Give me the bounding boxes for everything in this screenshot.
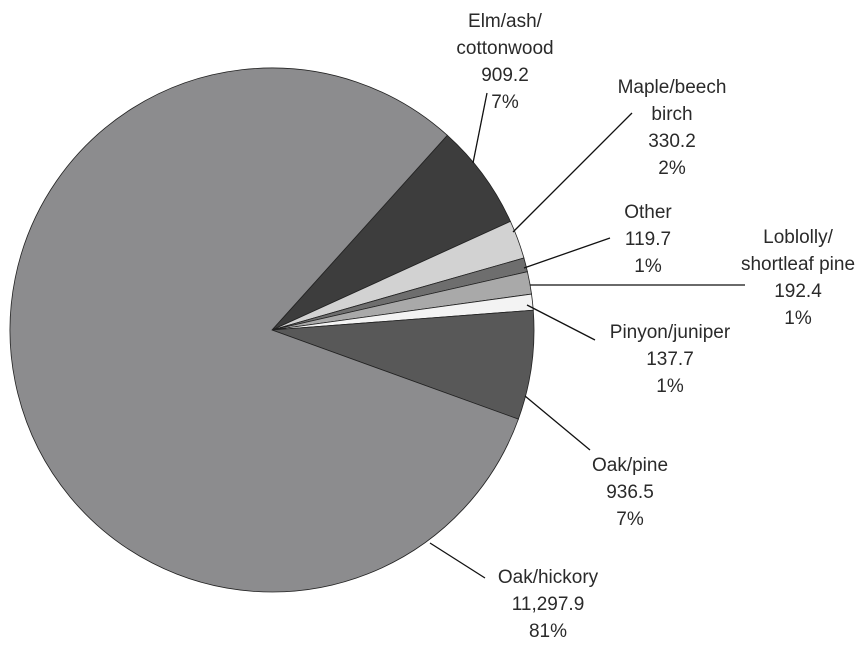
leader-line: [429, 542, 486, 579]
slice-label: Maple/beech birch: [618, 77, 727, 125]
value-label: 192.4: [774, 281, 822, 302]
label-line: Maple/beech: [618, 77, 727, 98]
slice-label: Pinyon/juniper: [610, 322, 731, 343]
label-line: birch: [651, 104, 692, 125]
label-line: Elm/ash/: [468, 11, 543, 32]
label-line: Oak/hickory: [498, 567, 599, 588]
percent-label: 1%: [656, 376, 684, 397]
value-label: 11,297.9: [512, 594, 585, 615]
value-label: 909.2: [481, 65, 529, 86]
label-line: cottonwood: [456, 38, 553, 59]
slice-label: Other: [624, 202, 672, 223]
pie-slice: [9, 67, 519, 593]
leader-line: [524, 395, 591, 451]
value-label: 119.7: [625, 229, 671, 250]
label-line: Pinyon/juniper: [610, 322, 731, 343]
label-line: Other: [624, 202, 672, 223]
percent-label: 7%: [491, 92, 519, 113]
leader-line: [472, 92, 488, 164]
value-label: 137.7: [646, 349, 694, 370]
value-label: 936.5: [606, 482, 654, 503]
value-label: 330.2: [648, 131, 696, 152]
slice-label: Oak/pine: [592, 455, 668, 476]
percent-label: 7%: [616, 509, 644, 530]
percent-label: 2%: [658, 158, 686, 179]
slice-label: Oak/hickory: [498, 567, 599, 588]
percent-label: 81%: [529, 621, 567, 642]
leader-line: [523, 237, 611, 269]
label-line: Loblolly/: [763, 227, 833, 248]
slice-label: Elm/ash/cottonwood: [456, 11, 553, 59]
leader-line: [526, 304, 596, 341]
percent-label: 1%: [784, 308, 812, 329]
label-line: Oak/pine: [592, 455, 668, 476]
pie-slice: [271, 309, 535, 420]
leader-line: [512, 112, 633, 233]
label-line: shortleaf pine: [741, 254, 855, 275]
percent-label: 1%: [634, 256, 662, 277]
slice-label: Loblolly/shortleaf pine: [741, 227, 855, 275]
